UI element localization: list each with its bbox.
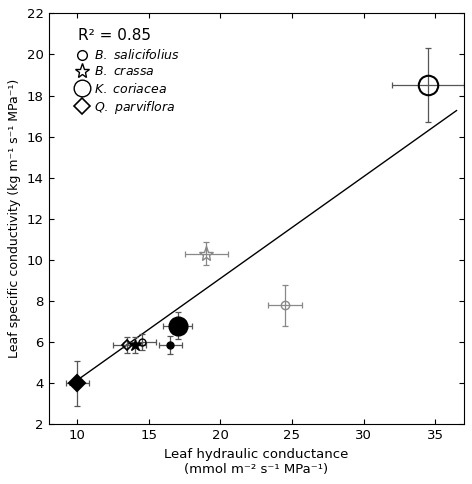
Legend: $\it{B.\ salicifolius}$, $\it{B.\ crassa}$, $\it{K.\ coriacea}$, $\it{Q.\ parvif: $\it{B.\ salicifolius}$, $\it{B.\ crassa… — [76, 48, 180, 116]
X-axis label: Leaf hydraulic conductance
(mmol m⁻² s⁻¹ MPa⁻¹): Leaf hydraulic conductance (mmol m⁻² s⁻¹… — [164, 448, 348, 476]
Text: R² = 0.85: R² = 0.85 — [78, 28, 151, 43]
Y-axis label: Leaf specific conductivity (kg m⁻¹ s⁻¹ MPa⁻¹): Leaf specific conductivity (kg m⁻¹ s⁻¹ M… — [8, 79, 21, 359]
